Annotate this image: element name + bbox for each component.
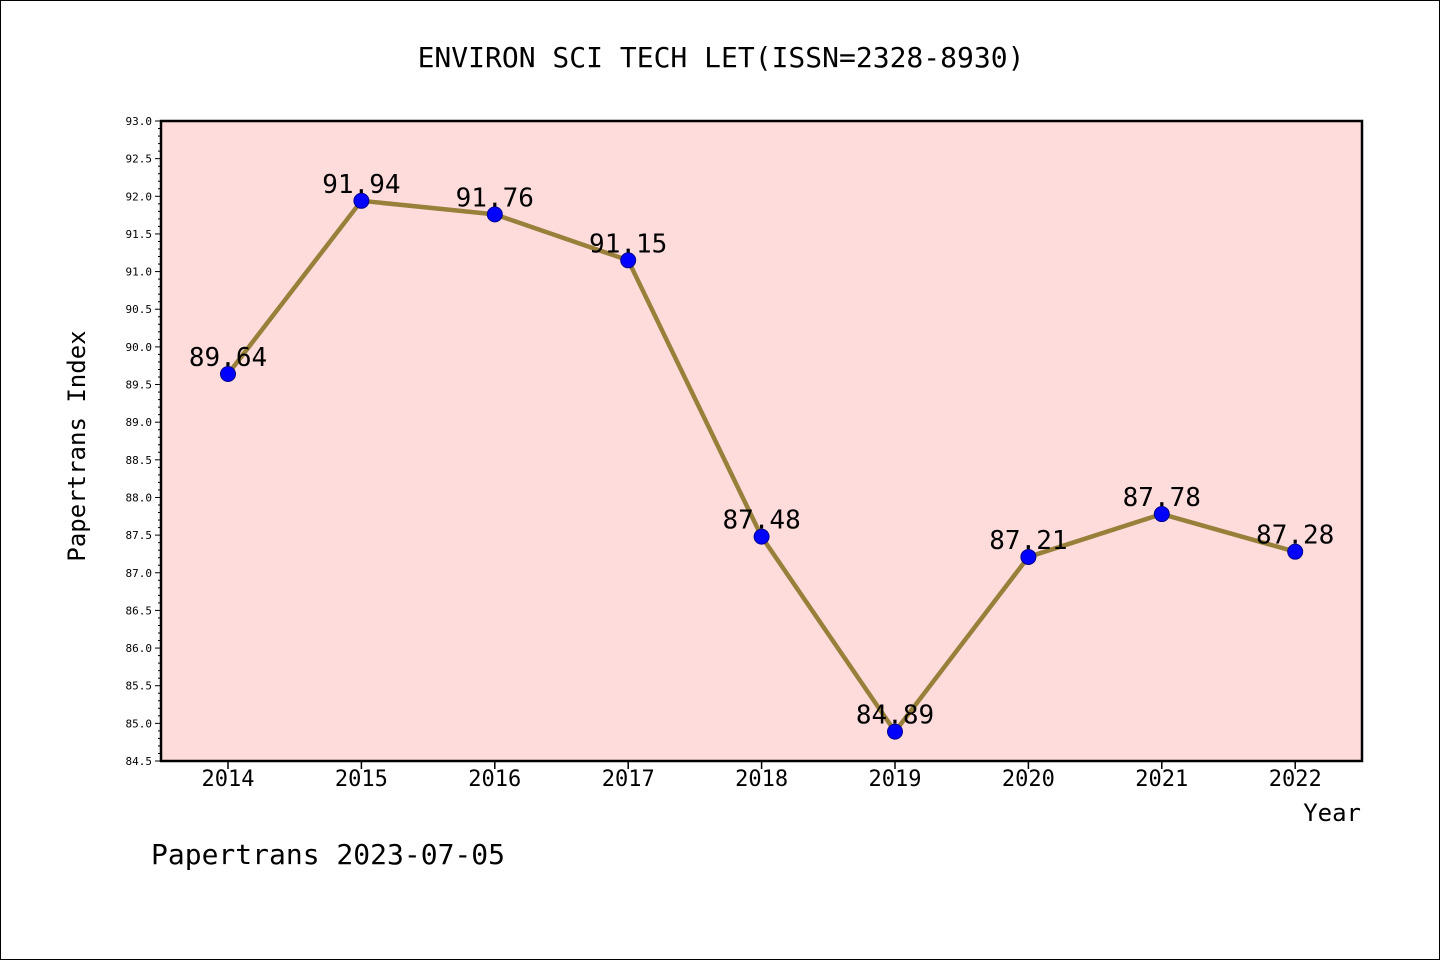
data-label: 89.64 bbox=[189, 343, 267, 373]
y-axis: 84.5 85.0 85.5 86.0 86.5 87.0 87.5 88.0 88.5 89.0… bbox=[126, 115, 161, 768]
data-label: 87.48 bbox=[722, 506, 800, 536]
y-tick-label: 85.5 bbox=[126, 680, 153, 693]
x-tick-label: 2016 bbox=[468, 767, 521, 792]
x-tick-label: 2021 bbox=[1135, 767, 1188, 792]
y-tick-label: 84.5 bbox=[126, 755, 153, 768]
data-label: 91.15 bbox=[589, 229, 667, 259]
data-point bbox=[220, 365, 236, 382]
chart-title: ENVIRON SCI TECH LET(ISSN=2328-8930) bbox=[418, 41, 1025, 74]
data-label: 87.28 bbox=[1256, 521, 1334, 551]
y-tick-label: 86.0 bbox=[126, 642, 153, 655]
data-point bbox=[887, 723, 903, 740]
data-labels: 89.64 91.94 91.76 91.15 87.48 84.89 87.21 87.78… bbox=[189, 170, 1334, 731]
y-tick-label: 89.0 bbox=[126, 416, 153, 429]
data-label: 91.94 bbox=[322, 170, 400, 200]
y-tick-label: 88.0 bbox=[126, 491, 153, 504]
y-tick-label: 87.5 bbox=[126, 529, 153, 542]
x-tick-label: 2019 bbox=[869, 767, 922, 792]
data-point bbox=[486, 206, 503, 223]
data-point bbox=[1020, 548, 1037, 565]
footer-credit: Papertrans 2023-07-05 bbox=[151, 838, 505, 871]
y-tick-label: 85.0 bbox=[126, 717, 153, 730]
data-label: 87.21 bbox=[989, 526, 1067, 556]
data-point bbox=[353, 192, 370, 209]
x-tick-label: 2014 bbox=[202, 767, 255, 792]
y-tick-label: 86.5 bbox=[126, 604, 153, 617]
data-point bbox=[753, 528, 770, 545]
x-tick-label: 2022 bbox=[1269, 767, 1322, 792]
y-axis-label: Papertrans Index bbox=[63, 330, 91, 561]
y-tick-label: 90.5 bbox=[126, 303, 153, 316]
y-tick-label: 91.0 bbox=[126, 266, 153, 279]
data-point bbox=[620, 252, 637, 269]
y-tick-label: 88.5 bbox=[126, 454, 153, 467]
y-tick-label: 92.5 bbox=[126, 153, 153, 166]
data-label: 84.89 bbox=[856, 701, 934, 731]
x-axis-label: Year bbox=[1303, 799, 1361, 827]
y-tick-label: 91.5 bbox=[126, 228, 153, 241]
x-tick-label: 2020 bbox=[1002, 767, 1055, 792]
x-axis: 2014 2015 2016 2017 2018 2019 2020 2021 2022 bbox=[202, 761, 1322, 792]
data-label: 91.76 bbox=[456, 183, 534, 213]
y-tick-label: 89.5 bbox=[126, 379, 153, 392]
x-tick-label: 2015 bbox=[335, 767, 388, 792]
y-tick-label: 90.0 bbox=[126, 341, 153, 354]
series-layer bbox=[220, 192, 1304, 740]
x-tick-label: 2018 bbox=[735, 767, 788, 792]
y-tick-label: 93.0 bbox=[126, 115, 153, 128]
y-tick-label: 92.0 bbox=[126, 190, 153, 203]
y-tick-label: 87.0 bbox=[126, 567, 153, 580]
x-tick-label: 2017 bbox=[602, 767, 655, 792]
plot-area bbox=[159, 119, 1364, 763]
data-point bbox=[1287, 543, 1304, 560]
data-label: 87.78 bbox=[1123, 483, 1201, 513]
data-point bbox=[1153, 506, 1170, 523]
